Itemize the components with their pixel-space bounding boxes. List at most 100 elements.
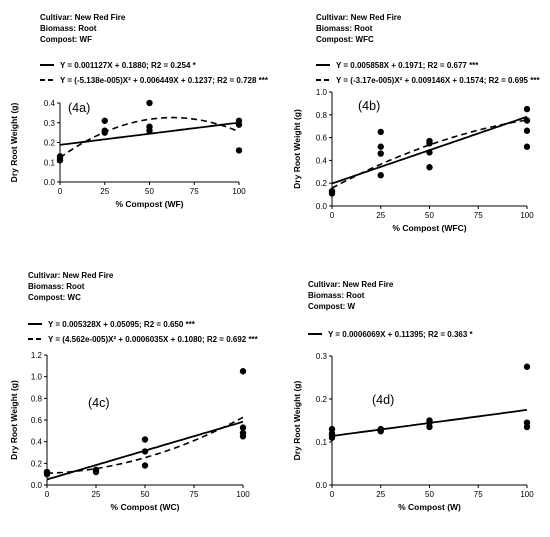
data-point [239,368,247,375]
panel-meta-line: Cultivar: New Red Fire [308,280,394,289]
y-tick-label: 0.4 [31,438,43,447]
chart-panel-3: Cultivar: New Red Fire Biomass: Root Compo… [9,271,259,512]
y-tick-label: 0.0 [44,178,56,187]
panel-meta-line: Cultivar: New Red Fire [40,13,126,22]
data-point [523,143,531,150]
data-point [239,429,247,437]
data-point [377,143,384,150]
panel-meta-line: Compost: WFC [316,35,374,44]
panel-meta-line: Biomass: Root [316,24,373,33]
quadratic-fit-curve [59,116,240,159]
data-point [43,468,51,476]
x-tick-label: 0 [330,490,335,499]
legend-label: Y = 0.005328X + 0.05095; R2 = 0.650 *** [48,320,196,329]
x-tick-label: 75 [190,490,199,499]
y-axis-title: Dry Root Weight (g) [9,380,19,460]
y-tick-label: 0.2 [316,395,328,404]
legend-label: Y = 0.0006069X + 0.11395; R2 = 0.363 * [328,330,474,339]
legend-label: Y = (4.562e-005)X² + 0.0006035X + 0.1080… [48,335,259,344]
y-tick-label: 0.8 [316,111,328,120]
y-tick-label: 0.1 [316,438,328,447]
x-tick-label: 25 [92,490,101,499]
data-point [377,425,384,433]
y-tick-label: 1.2 [31,351,43,360]
data-point [426,137,433,145]
y-axis-title: Dry Root Weight (g) [292,109,302,189]
panel-meta-line: Cultivar: New Red Fire [316,13,402,22]
y-tick-label: 0.8 [31,394,43,403]
x-axis-title: % Compost (WC) [111,502,180,512]
x-tick-label: 25 [376,490,385,499]
y-axis-title: Dry Root Weight (g) [9,103,19,183]
y-tick-label: 0.2 [316,179,328,188]
y-tick-label: 0.3 [316,352,328,361]
data-point [235,147,243,154]
data-point [146,123,153,130]
data-point [377,150,384,157]
data-point [101,127,108,134]
data-point [141,436,149,443]
x-tick-label: 0 [45,490,50,499]
chart-panel-4: Cultivar: New Red Fire Biomass: Root Compo… [292,280,534,512]
chart-panel-2: Cultivar: New Red Fire Biomass: Root Compo… [292,13,540,233]
x-tick-label: 75 [190,187,199,196]
y-tick-label: 0.2 [44,139,56,148]
panel-label: (4c) [88,396,110,410]
data-point [426,149,433,156]
data-point [426,164,433,171]
legend-label: Y = (-3.17e-005)X² + 0.009146X + 0.1574;… [336,76,540,85]
panel-meta-line: Biomass: Root [28,282,85,291]
data-point [239,424,247,431]
legend-label: Y = 0.001127X + 0.1880; R2 = 0.254 * [60,61,197,70]
x-axis-title: % Compost (WFC) [392,223,466,233]
data-point [523,363,531,370]
y-tick-label: 1.0 [31,373,43,382]
data-point [328,425,336,433]
data-point [328,187,336,195]
data-point [56,153,64,160]
panel-meta-line: Cultivar: New Red Fire [28,271,114,280]
x-tick-label: 50 [425,490,434,499]
y-tick-label: 0.2 [31,459,43,468]
data-point [92,466,100,474]
x-tick-label: 25 [100,187,109,196]
quadratic-fit-curve [331,119,528,189]
legend-label: Y = (-5.138e-005)X² + 0.006449X + 0.1237… [60,76,269,85]
data-point [101,117,108,124]
y-tick-label: 0.0 [316,202,328,211]
data-point [146,99,153,107]
panel-meta-line: Compost: W [308,302,356,311]
panel-meta-line: Biomass: Root [308,291,365,300]
data-point [141,448,149,455]
data-point [235,117,243,124]
y-tick-label: 0.6 [31,416,43,425]
y-axis-title: Dry Root Weight (g) [292,381,302,461]
x-tick-label: 50 [425,211,434,220]
data-point [523,105,531,113]
x-axis-title: % Compost (WF) [116,199,184,209]
data-point [377,128,384,136]
y-tick-label: 0.4 [44,99,56,108]
data-point [141,462,149,469]
y-tick-label: 0.1 [44,158,56,167]
panel-label: (4a) [68,101,90,115]
data-point [377,172,384,179]
x-tick-label: 100 [520,211,534,220]
y-tick-label: 0.0 [316,481,328,490]
quadratic-fit-curve [46,416,244,475]
data-point [523,419,531,426]
chart-panel-1: Cultivar: New Red Fire Biomass: Root Compo… [9,13,269,209]
panel-label: (4d) [372,393,394,407]
x-tick-label: 50 [141,490,150,499]
x-tick-label: 0 [330,211,335,220]
x-tick-label: 0 [58,187,63,196]
x-tick-label: 100 [236,490,250,499]
x-tick-label: 75 [474,211,483,220]
y-tick-label: 0.0 [31,481,43,490]
y-tick-label: 0.6 [316,134,328,143]
y-tick-label: 1.0 [316,88,328,97]
y-tick-label: 0.3 [44,119,56,128]
x-tick-label: 25 [376,211,385,220]
x-tick-label: 75 [474,490,483,499]
